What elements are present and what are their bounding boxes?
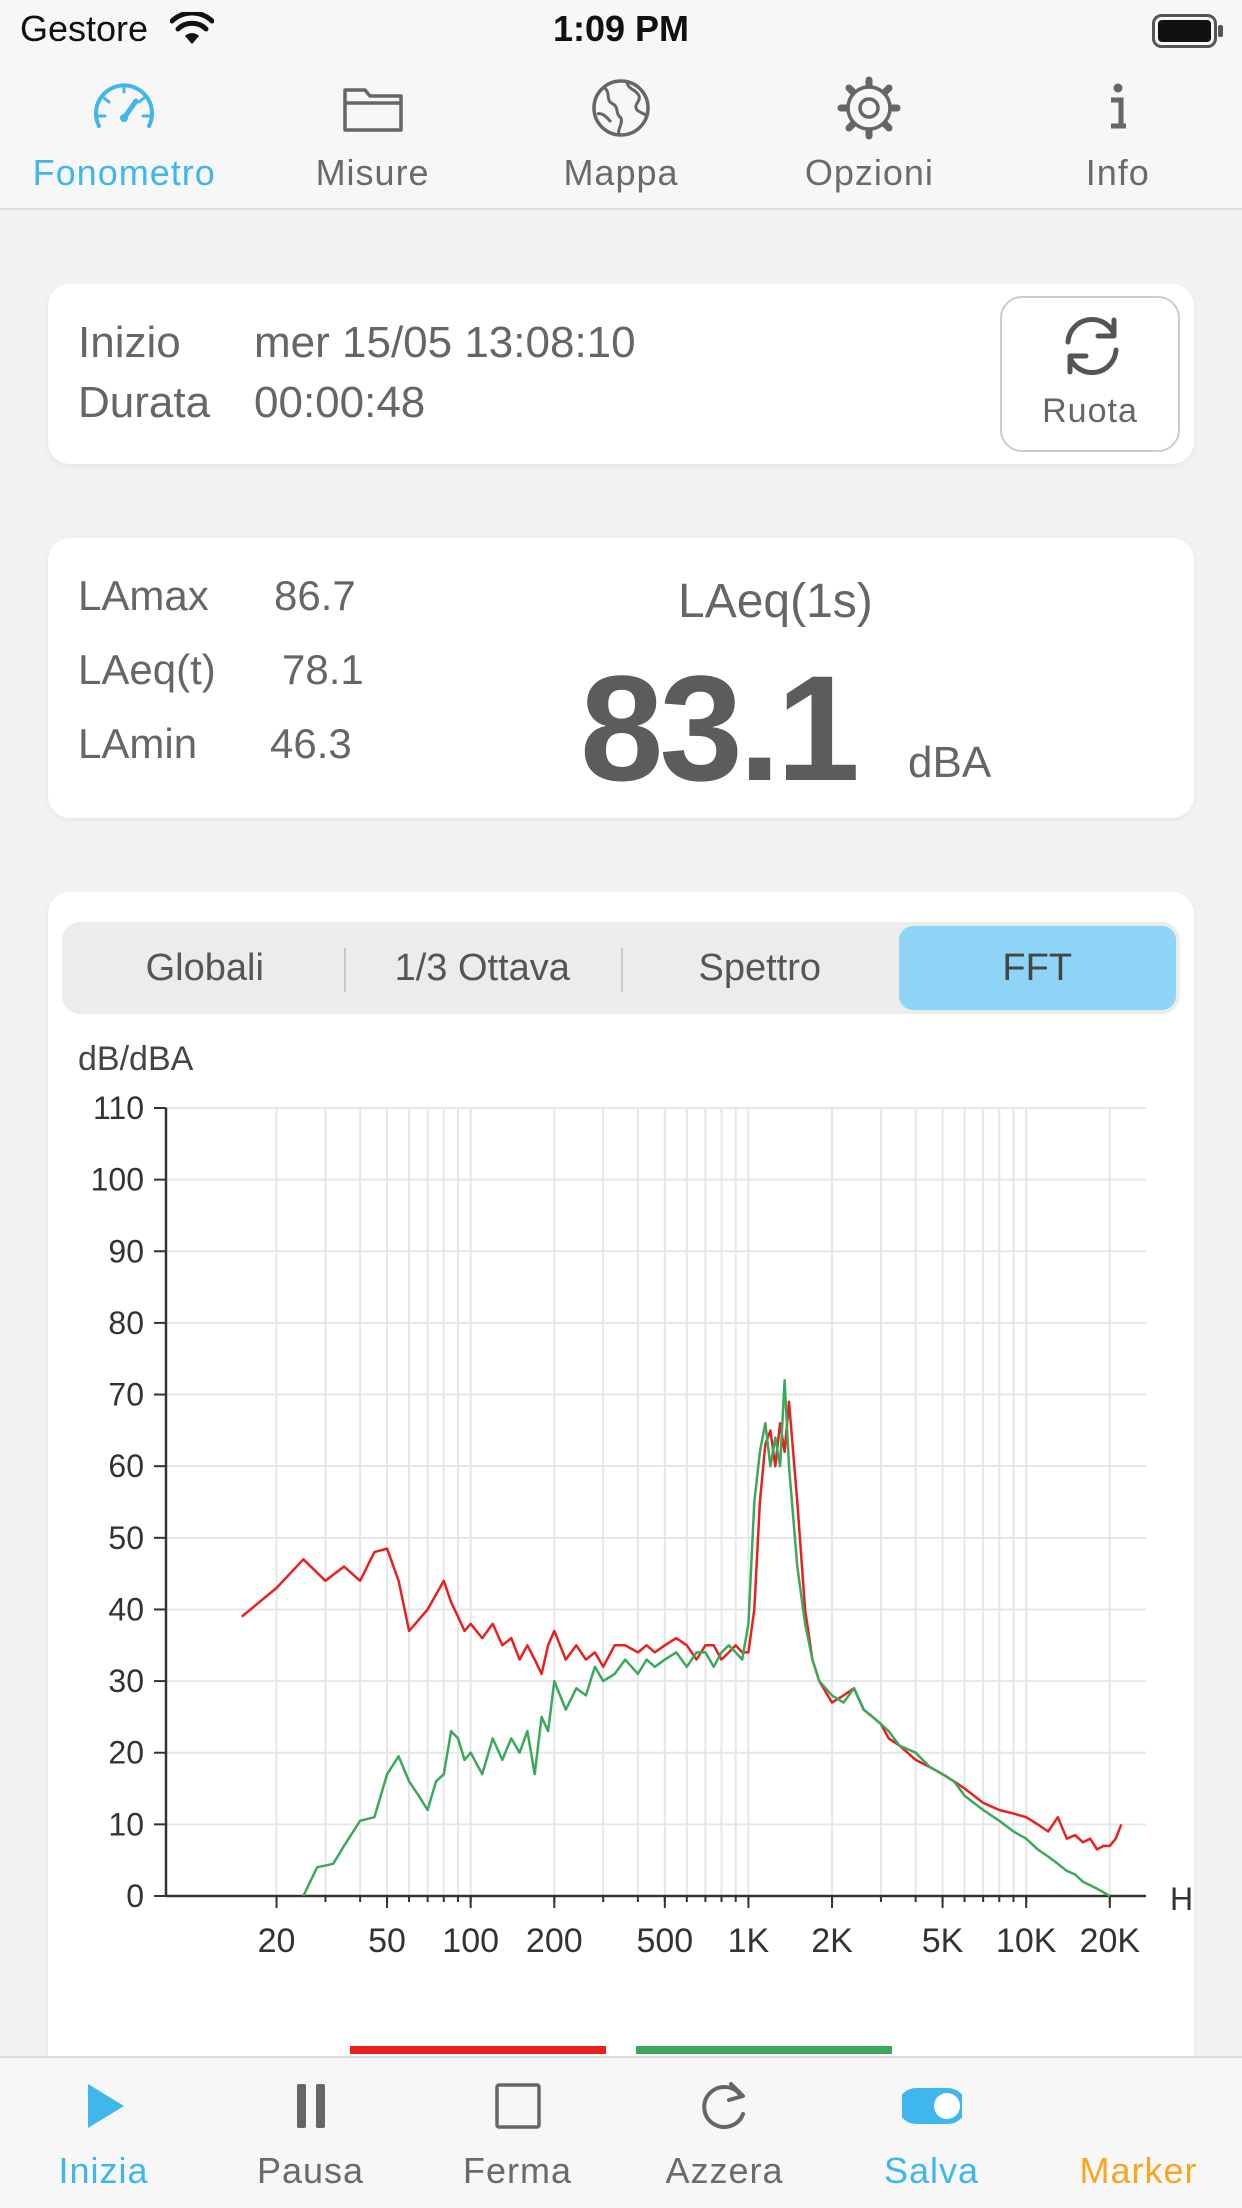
top-tab-bar: Fonometro Misure Mappa Opzioni bbox=[0, 62, 1242, 210]
lamax-value: 86.7 bbox=[274, 572, 356, 619]
x-tick-label: 5K bbox=[922, 1922, 964, 1960]
x-tick-label: 100 bbox=[442, 1922, 499, 1960]
y-tick-label: 10 bbox=[108, 1806, 144, 1842]
wifi-icon bbox=[170, 12, 214, 44]
x-tick-label: 20K bbox=[1080, 1922, 1141, 1960]
laeq1s-value: 83.1 bbox=[580, 644, 860, 812]
chart-card: Globali 1/3 Ottava Spettro FFT dB/dBA 0 1… bbox=[48, 892, 1194, 2132]
y-tick-label: 30 bbox=[108, 1663, 144, 1699]
start-button[interactable]: Inizia bbox=[0, 2058, 207, 2208]
clock: 1:09 PM bbox=[552, 8, 690, 49]
y-tick-label: 20 bbox=[108, 1735, 144, 1771]
reset-icon bbox=[701, 2082, 745, 2129]
globe-icon bbox=[592, 79, 650, 137]
segment-terzi-ottava[interactable]: 1/3 Ottava bbox=[343, 926, 622, 1010]
y-axis-label: dB/dBA bbox=[78, 1040, 194, 1078]
lamin-label: LAmin bbox=[78, 720, 198, 767]
session-card: Inizio mer 15/05 13:08:10 Durata 00:00:4… bbox=[48, 284, 1194, 464]
status-bar: Gestore 1:09 PM bbox=[0, 0, 1242, 62]
laeqt-label: LAeq(t) bbox=[78, 646, 216, 693]
tab-label: Opzioni bbox=[804, 152, 934, 193]
button-label: Marker bbox=[1079, 2150, 1198, 2191]
duration-label: Durata bbox=[78, 378, 211, 427]
segment-fft[interactable]: FFT bbox=[898, 926, 1176, 1010]
rotate-label: Ruota bbox=[1042, 392, 1138, 430]
tab-label: Info bbox=[1085, 152, 1150, 193]
segment-spettro[interactable]: Spettro bbox=[621, 926, 899, 1010]
duration-value: 00:00:48 bbox=[254, 378, 426, 427]
save-toggle[interactable]: Salva bbox=[828, 2058, 1035, 2208]
x-tick-label: 200 bbox=[526, 1922, 583, 1960]
start-label: Inizio bbox=[78, 318, 181, 367]
y-tick-label: 60 bbox=[108, 1448, 144, 1484]
view-segmented-control: Globali 1/3 Ottava Spettro FFT bbox=[62, 922, 1180, 1014]
bottom-toolbar: Inizia Pausa Ferma Azzera Salva Marker bbox=[0, 2056, 1242, 2208]
laeqt-value: 78.1 bbox=[282, 646, 364, 693]
button-label: Inizia bbox=[58, 2150, 149, 2191]
tab-info[interactable]: Info bbox=[994, 62, 1242, 210]
rotate-button[interactable]: Ruota bbox=[1000, 296, 1180, 452]
levels-card: LAmax 86.7 LAeq(t) 78.1 LAmin 46.3 LAeq(… bbox=[48, 538, 1194, 818]
button-label: Ferma bbox=[462, 2150, 572, 2191]
info-icon bbox=[1110, 83, 1126, 129]
x-tick-label: 1K bbox=[728, 1922, 770, 1960]
x-axis-label: Hz bbox=[1170, 1881, 1194, 1917]
stop-button[interactable]: Ferma bbox=[414, 2058, 621, 2208]
gear-icon bbox=[837, 76, 901, 140]
y-tick-label: 50 bbox=[108, 1520, 144, 1556]
button-label: Salva bbox=[883, 2150, 980, 2191]
laeq1s-title: LAeq(1s) bbox=[678, 575, 873, 628]
tab-label: Mappa bbox=[563, 152, 679, 193]
lamax-label: LAmax bbox=[78, 572, 209, 619]
pause-icon bbox=[296, 2084, 325, 2128]
y-tick-label: 80 bbox=[108, 1305, 144, 1341]
legend-line-green bbox=[636, 2046, 892, 2054]
tab-opzioni[interactable]: Opzioni bbox=[745, 62, 993, 210]
y-tick-label: 70 bbox=[108, 1377, 144, 1413]
marker-button[interactable]: Marker bbox=[1035, 2058, 1242, 2208]
series-line-1 bbox=[302, 1378, 1111, 1898]
x-tick-label: 500 bbox=[636, 1922, 693, 1960]
tab-fonometro[interactable]: Fonometro bbox=[0, 62, 248, 210]
x-tick-label: 50 bbox=[368, 1922, 406, 1960]
button-label: Pausa bbox=[256, 2150, 365, 2191]
laeq1s-unit: dBA bbox=[908, 738, 992, 787]
y-tick-label: 100 bbox=[91, 1162, 144, 1198]
reset-button[interactable]: Azzera bbox=[621, 2058, 828, 2208]
start-value: mer 15/05 13:08:10 bbox=[254, 318, 636, 367]
tab-misure[interactable]: Misure bbox=[248, 62, 496, 210]
folder-icon bbox=[342, 88, 403, 132]
tab-label: Fonometro bbox=[32, 152, 216, 193]
x-tick-label: 10K bbox=[996, 1922, 1057, 1960]
tab-mappa[interactable]: Mappa bbox=[497, 62, 745, 210]
segment-globali[interactable]: Globali bbox=[145, 947, 264, 989]
fft-chart: 0 10 20 30 40 50 60 70 80 90 100 110 20 50 100 200 500 1K… bbox=[91, 1090, 1194, 1960]
legend-line-red bbox=[350, 2046, 606, 2054]
y-tick-label: 40 bbox=[108, 1591, 144, 1627]
y-tick-label: 0 bbox=[126, 1878, 144, 1914]
speedometer-icon bbox=[94, 83, 155, 128]
carrier-name: Gestore bbox=[20, 8, 149, 49]
lamin-value: 46.3 bbox=[270, 720, 352, 767]
x-tick-label: 2K bbox=[811, 1922, 853, 1960]
pause-button[interactable]: Pausa bbox=[207, 2058, 414, 2208]
play-icon bbox=[87, 2084, 124, 2128]
y-tick-label: 110 bbox=[93, 1090, 144, 1126]
x-tick-label: 20 bbox=[258, 1922, 296, 1960]
button-label: Azzera bbox=[665, 2150, 784, 2191]
tab-label: Misure bbox=[315, 152, 430, 193]
y-tick-label: 90 bbox=[108, 1233, 144, 1269]
battery-icon bbox=[1152, 14, 1223, 48]
stop-icon bbox=[494, 2083, 541, 2129]
series-line-0 bbox=[241, 1400, 1123, 1851]
toggle-icon bbox=[901, 2088, 962, 2124]
rotate-icon bbox=[1065, 316, 1119, 376]
